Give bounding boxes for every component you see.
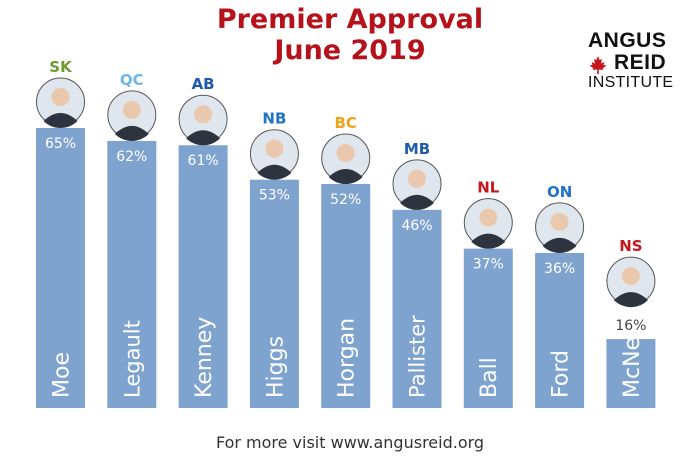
bar-mcneil bbox=[606, 339, 656, 408]
logo-text-angus: ANGUS bbox=[588, 29, 667, 52]
premier-avatar bbox=[606, 256, 656, 308]
footer-link-text: For more visit www.angusreid.org bbox=[215, 433, 485, 452]
province-label: QC bbox=[120, 71, 144, 89]
bar-value-label: 37% bbox=[473, 257, 504, 273]
premier-avatar bbox=[178, 94, 228, 146]
province-label: ON bbox=[547, 183, 572, 201]
premier-avatar bbox=[36, 77, 85, 129]
bar-ball bbox=[463, 248, 513, 408]
bar-value-label: 36% bbox=[544, 261, 575, 277]
bar-legault bbox=[107, 140, 157, 408]
bar-name-label: Ball bbox=[477, 357, 502, 398]
bar-name-label: Horgan bbox=[335, 318, 360, 398]
province-label: NL bbox=[477, 179, 500, 197]
bar-higgs bbox=[249, 179, 299, 408]
bar-value-label: 52% bbox=[330, 192, 361, 208]
bar-horgan bbox=[321, 184, 371, 408]
chart-title-line1: Premier Approval bbox=[216, 4, 484, 35]
bar-value-label: 62% bbox=[116, 149, 147, 165]
province-label: SK bbox=[49, 58, 73, 76]
province-label: NS bbox=[619, 237, 642, 255]
premier-avatar bbox=[535, 202, 585, 253]
bar-value-label: 53% bbox=[259, 188, 290, 204]
logo-text-institute: INSTITUTE bbox=[588, 74, 674, 91]
bar-name-label: Legault bbox=[120, 320, 144, 398]
bar-value-label: 61% bbox=[188, 153, 219, 169]
bar-value-label: 16% bbox=[615, 318, 646, 334]
bar-kenney bbox=[178, 145, 228, 408]
province-label: AB bbox=[192, 75, 215, 93]
bar-name-label: Kenney bbox=[192, 317, 217, 398]
bar-pallister bbox=[392, 209, 442, 408]
premier-avatar bbox=[107, 90, 157, 141]
province-label: MB bbox=[404, 140, 430, 158]
premier-avatar bbox=[463, 198, 513, 249]
chart-title-line2: June 2019 bbox=[274, 35, 426, 66]
bar-moe bbox=[36, 128, 85, 408]
premier-avatar bbox=[392, 159, 442, 210]
chart-title: Premier Approval June 2019 bbox=[0, 4, 700, 66]
premier-avatar bbox=[321, 133, 371, 185]
premier-avatar bbox=[249, 129, 299, 180]
bar-ford bbox=[535, 252, 585, 408]
maple-leaf-icon bbox=[589, 56, 607, 74]
logo-text-reid: REID bbox=[614, 51, 667, 74]
angus-reid-logo: ANGUS REID INSTITUTE bbox=[584, 30, 690, 94]
bar-value-label: 46% bbox=[401, 218, 432, 234]
bar-name-label: McNeil bbox=[620, 325, 645, 398]
province-label: BC bbox=[334, 114, 356, 132]
bar-name-label: Pallister bbox=[406, 315, 430, 398]
bar-value-label: 65% bbox=[45, 136, 76, 152]
province-label: NB bbox=[262, 110, 286, 128]
bar-name-label: Higgs bbox=[263, 336, 288, 398]
bar-name-label: Ford bbox=[549, 350, 574, 398]
bar-name-label: Moe bbox=[49, 352, 74, 398]
